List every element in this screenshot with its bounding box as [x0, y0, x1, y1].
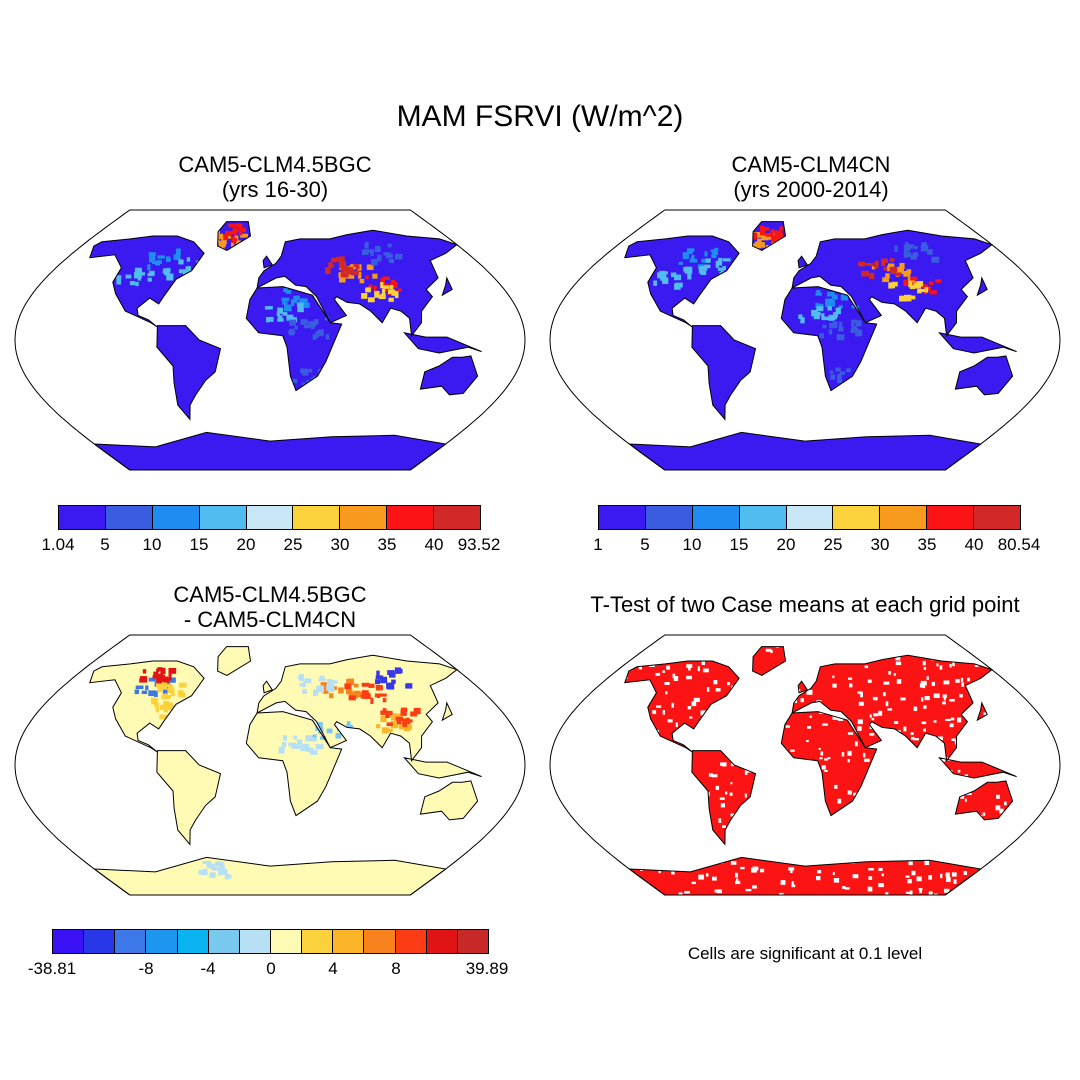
- panel-4-title: T-Test of two Case means at each grid po…: [545, 592, 1065, 617]
- map-panel-2: [549, 209, 1061, 471]
- colorbar-1-label: 25: [283, 535, 303, 554]
- colorbar-3-label: -4: [200, 959, 216, 978]
- colorbar-swatch: [739, 506, 787, 529]
- colorbar-3-label: -8: [138, 959, 154, 978]
- colorbar-swatch: [84, 930, 116, 953]
- colorbar-panel-3: [52, 929, 489, 954]
- colorbar-swatch: [457, 930, 488, 953]
- colorbar-swatch: [333, 930, 365, 953]
- colorbar-swatch: [395, 930, 427, 953]
- colorbar-swatch: [927, 506, 975, 529]
- colorbar-2-label: 15: [729, 535, 749, 554]
- colorbar-swatch: [146, 930, 178, 953]
- colorbar-swatch: [208, 930, 240, 953]
- colorbar-3-label: 4: [328, 959, 338, 978]
- colorbar-swatch: [115, 930, 147, 953]
- colorbar-3-label: 39.89: [465, 959, 509, 978]
- colorbar-1-label: 1.04: [41, 535, 75, 554]
- panel-3-title: CAM5-CLM4.5BGC - CAM5-CLM4CN: [10, 582, 530, 632]
- panel-2-title-line-1: CAM5-CLM4CN: [731, 152, 891, 177]
- colorbar-2-label: 20: [776, 535, 796, 554]
- colorbar-1-label: 15: [189, 535, 209, 554]
- panel-1-title-line-2: (yrs 16-30): [221, 177, 329, 202]
- colorbar-swatch: [364, 930, 396, 953]
- significance-note: Cells are significant at 0.1 level: [687, 944, 923, 963]
- colorbar-panel-2: [598, 505, 1021, 530]
- colorbar-3-label: -38.81: [27, 959, 77, 978]
- colorbar-3-label: 0: [266, 959, 276, 978]
- colorbar-swatch: [59, 506, 106, 529]
- colorbar-swatch: [239, 930, 271, 953]
- colorbar-1-label: 93.52: [457, 535, 501, 554]
- panel-3-title-line-1: CAM5-CLM4.5BGC: [173, 582, 367, 607]
- colorbar-1-label: 20: [236, 535, 256, 554]
- colorbar-swatch: [293, 506, 341, 529]
- colorbar-panel-1: [58, 505, 481, 530]
- colorbar-swatch: [177, 930, 209, 953]
- colorbar-swatch: [434, 506, 481, 529]
- map-panel-4: [549, 634, 1061, 896]
- panel-2-title: CAM5-CLM4CN (yrs 2000-2014): [551, 152, 1071, 202]
- colorbar-swatch: [246, 506, 294, 529]
- colorbar-swatch: [692, 506, 740, 529]
- colorbar-2-label: 1: [593, 535, 603, 554]
- map-panel-1: [14, 209, 526, 471]
- colorbar-swatch: [302, 930, 334, 953]
- panel-3-title-line-2: - CAM5-CLM4CN: [183, 607, 357, 632]
- figure-title: MAM FSRVI (W/m^2): [396, 100, 684, 133]
- colorbar-swatch: [426, 930, 458, 953]
- colorbar-2-label: 5: [640, 535, 650, 554]
- colorbar-2-label: 25: [823, 535, 843, 554]
- colorbar-swatch: [199, 506, 247, 529]
- colorbar-swatch: [105, 506, 153, 529]
- panel-2-title-line-2: (yrs 2000-2014): [733, 177, 889, 202]
- colorbar-swatch: [599, 506, 646, 529]
- colorbar-swatch: [53, 930, 85, 953]
- colorbar-swatch: [340, 506, 388, 529]
- colorbar-swatch: [974, 506, 1021, 529]
- colorbar-2-label: 80.54: [997, 535, 1041, 554]
- colorbar-1-label: 5: [100, 535, 110, 554]
- colorbar-1-label: 35: [377, 535, 397, 554]
- colorbar-swatch: [152, 506, 200, 529]
- colorbar-swatch: [645, 506, 693, 529]
- colorbar-2-label: 10: [682, 535, 702, 554]
- colorbar-2-label: 35: [917, 535, 937, 554]
- colorbar-swatch: [270, 930, 303, 953]
- colorbar-2-label: 30: [870, 535, 890, 554]
- panel-4-title-line-1: T-Test of two Case means at each grid po…: [590, 592, 1020, 617]
- colorbar-swatch: [880, 506, 928, 529]
- panel-1-title: CAM5-CLM4.5BGC (yrs 16-30): [15, 152, 535, 202]
- colorbar-swatch: [786, 506, 834, 529]
- colorbar-3-label: 8: [391, 959, 401, 978]
- colorbar-1-label: 40: [424, 535, 444, 554]
- map-panel-3: [14, 634, 526, 896]
- colorbar-1-label: 30: [330, 535, 350, 554]
- colorbar-swatch: [833, 506, 881, 529]
- panel-1-title-line-1: CAM5-CLM4.5BGC: [178, 152, 372, 177]
- colorbar-1-label: 10: [142, 535, 162, 554]
- colorbar-2-label: 40: [964, 535, 984, 554]
- colorbar-swatch: [387, 506, 435, 529]
